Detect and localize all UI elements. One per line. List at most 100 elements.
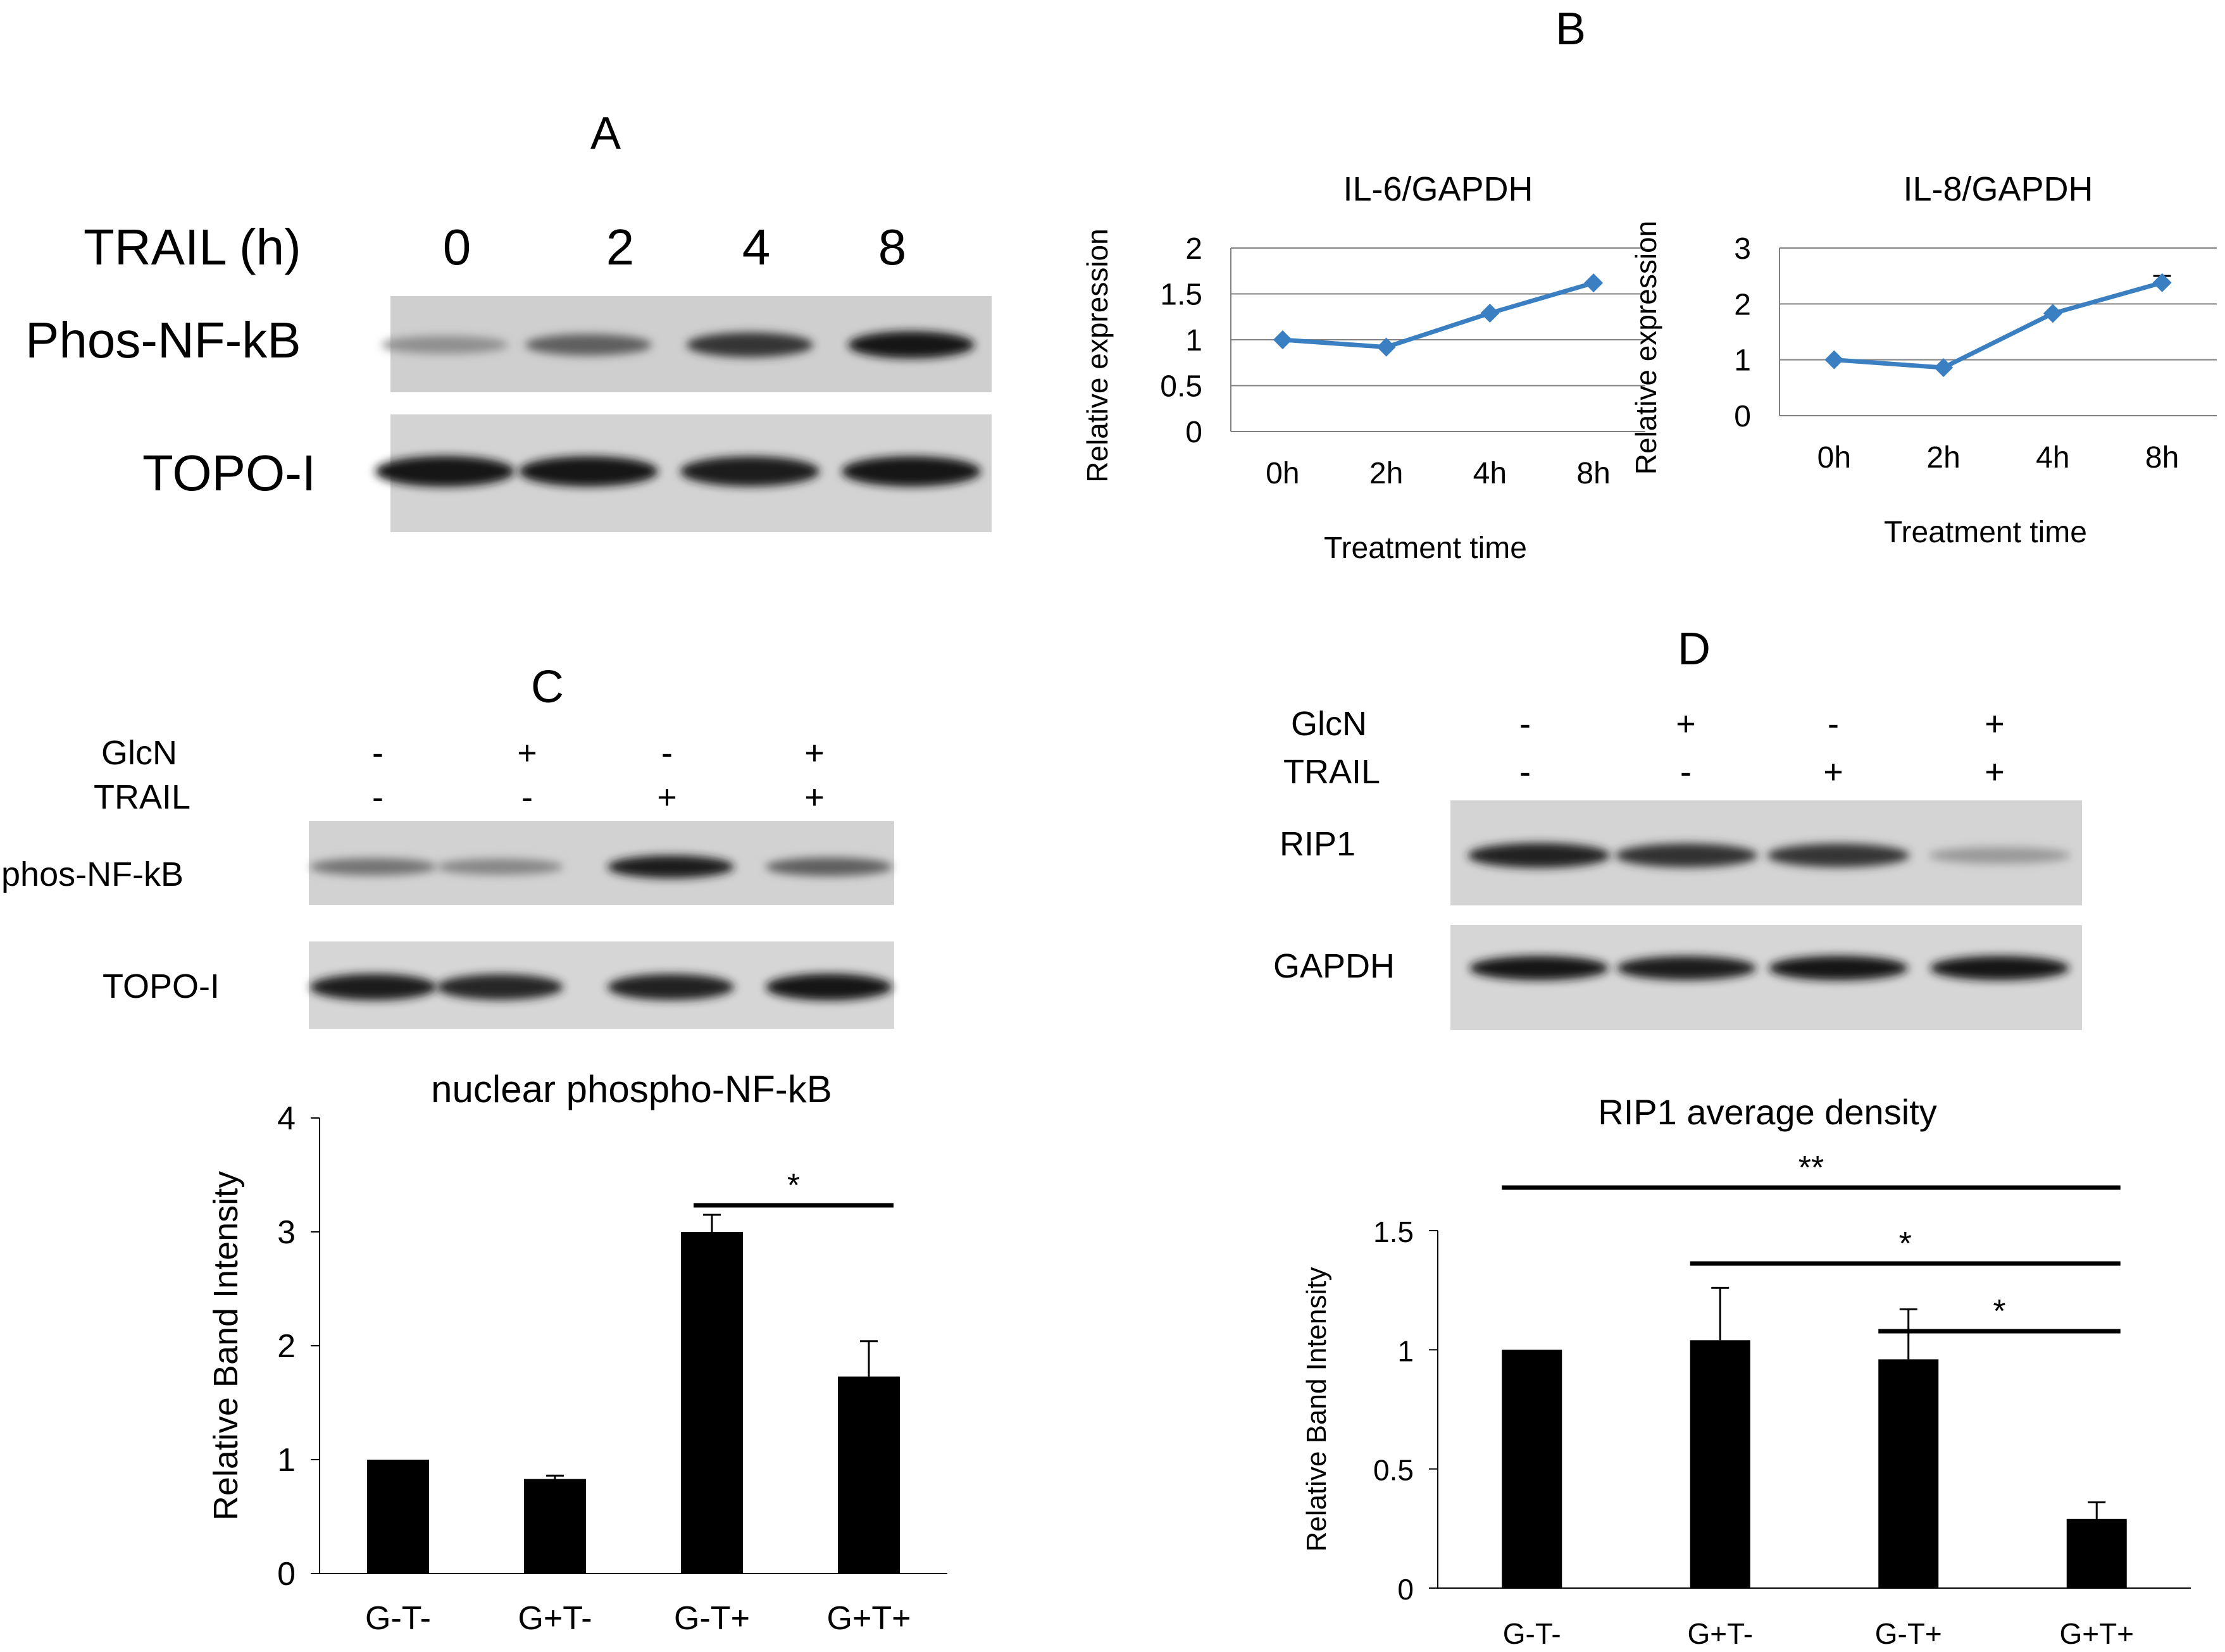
rip1-bar-chart-title: RIP1 average density — [1598, 1092, 1936, 1132]
d-trail-sign-4: + — [1985, 753, 2005, 791]
time-label-0: 0 — [443, 219, 471, 275]
rip1-bar-chart-ytick-3: 1 — [1397, 1334, 1414, 1367]
nfkb-bar-chart-xtick-3: G-T+ — [674, 1600, 750, 1637]
d-trail-sign-3: + — [1823, 753, 1843, 791]
rip1-bar-chart-bar-2 — [1690, 1340, 1750, 1588]
il6-chart-xtick-1: 0h — [1266, 457, 1299, 490]
rip1-bar-chart-ylabel: Relative Band Intensity — [1301, 1267, 1332, 1551]
nfkb-bar-chart-title: nuclear phospho-NF-kB — [431, 1068, 832, 1110]
nfkb-bar-chart-ylabel: Relative Band Intensity — [207, 1171, 245, 1520]
time-label-8: 8 — [878, 219, 907, 275]
il6-chart-xlabel: Treatment time — [1324, 531, 1527, 565]
rip1-bar-chart-bar-4 — [2066, 1518, 2127, 1588]
c-glcn-sign-2: + — [517, 734, 537, 772]
blot-d-rip1-band-4 — [1928, 847, 2071, 864]
rip1-bar-chart-xtick-1: G-T- — [1503, 1617, 1561, 1650]
panel-d-letter: D — [1678, 624, 1711, 674]
d-row-label-rip1: RIP1 — [1280, 825, 1356, 863]
blot-c-topo-band-1 — [310, 974, 437, 1000]
il6-chart-ytick-5: 2 — [1185, 232, 1202, 266]
panel-d: D GlcN TRAIL - - + - - + + + RIP1 GAPDH RIP1 av… — [1273, 624, 2191, 1650]
il6-chart-point-2 — [1376, 337, 1396, 357]
c-row-label-topo-i: TOPO-I — [103, 967, 220, 1005]
panel-c: C GlcN TRAIL --+--+++ phos-NF-kB TOPO-I … — [1, 662, 947, 1637]
rip1-bar-chart-ytick-2: 0.5 — [1373, 1454, 1414, 1487]
il6-chart-ylabel: Relative expression — [1081, 228, 1114, 482]
panel-b-letter: B — [1555, 4, 1586, 54]
c-trail-label: TRAIL — [94, 778, 190, 816]
blot-d-gapdh-band-1 — [1469, 955, 1609, 981]
rip1-bar-chart-significance-label-1: ** — [1798, 1150, 1824, 1186]
il8-chart-xtick-2: 2h — [1926, 441, 1960, 475]
panel-a: A TRAIL (h) 0 2 4 8 Phos-NF-kB TOPO-I — [25, 108, 992, 532]
il6-chart-xtick-2: 2h — [1369, 457, 1403, 490]
d-glcn-sign-1: - — [1519, 705, 1531, 743]
time-label-2: 2 — [606, 219, 635, 275]
c-row-label-phos-nfkb: phos-NF-kB — [1, 855, 184, 893]
blot-a-topo-band-3 — [680, 456, 820, 487]
il8-chart-ylabel: Relative expression — [1630, 221, 1662, 475]
d-glcn-sign-2: + — [1676, 705, 1696, 743]
il6-chart-ytick-3: 1 — [1185, 324, 1202, 357]
rip1-bar-chart-significance-label-2: * — [1899, 1226, 1912, 1262]
il6-chart-ytick-4: 1.5 — [1160, 278, 1202, 312]
blot-c-topo-band-2 — [437, 974, 563, 1000]
d-row-label-gapdh: GAPDH — [1273, 947, 1395, 985]
il6-chart-point-1 — [1273, 330, 1292, 349]
d-trail-sign-1: - — [1519, 753, 1531, 791]
blot-c-phos-band-4 — [766, 857, 892, 876]
il6-chart-xtick-4: 8h — [1576, 457, 1610, 490]
nfkb-bar-chart-ytick-3: 2 — [277, 1328, 296, 1365]
nfkb-bar-chart-bar-3 — [681, 1232, 743, 1574]
il6-chart-point-3 — [1480, 303, 1500, 323]
nfkb-bar-chart-bar-1 — [367, 1460, 429, 1574]
il8-chart-point-2 — [1934, 358, 1954, 378]
rip1-bar-chart-xtick-2: G+T- — [1687, 1617, 1753, 1650]
panel-c-letter: C — [531, 662, 564, 712]
il6-chart-series-line — [1282, 280, 1595, 350]
blot-d-gapdh-band-2 — [1617, 956, 1756, 980]
blot-a-topo-band-2 — [519, 456, 658, 487]
rip1-bar-chart-xtick-4: G+T+ — [2059, 1617, 2134, 1650]
blot-a-phos-band-4 — [848, 331, 975, 359]
il8-chart-series-line — [1834, 280, 2163, 370]
d-trail-label: TRAIL — [1283, 753, 1380, 791]
time-label-4: 4 — [742, 219, 771, 275]
c-trail-sign-4: + — [804, 778, 825, 816]
rip1-bar-chart-ytick-1: 0 — [1397, 1573, 1414, 1606]
il8-chart-ytick-4: 3 — [1734, 232, 1751, 266]
d-glcn-label: GlcN — [1291, 705, 1367, 743]
c-trail-sign-2: - — [521, 778, 533, 816]
row-label-phos-nfkb: Phos-NF-kB — [25, 312, 301, 368]
blot-a-phos-band-2 — [525, 333, 652, 356]
nfkb-bar-chart-bar-4 — [838, 1376, 900, 1574]
blot-c-phos-band-1 — [310, 858, 437, 876]
trail-time-label: TRAIL (h) — [84, 219, 301, 275]
il6-chart-ytick-2: 0.5 — [1160, 370, 1202, 404]
nfkb-bar-chart-xtick-2: G+T- — [518, 1600, 592, 1637]
blot-a-phos-band-1 — [382, 335, 508, 354]
il8-chart-ytick-1: 0 — [1734, 400, 1751, 433]
c-trail-sign-3: + — [657, 778, 677, 816]
il8-chart-xtick-3: 4h — [2036, 441, 2069, 475]
nfkb-bar-chart-xtick-1: G-T- — [365, 1600, 431, 1637]
il8-chart-ytick-2: 1 — [1734, 344, 1751, 378]
c-glcn-sign-1: - — [372, 734, 383, 772]
il8-chart-point-4 — [2152, 273, 2172, 292]
rip1-bar-chart-ytick-4: 1.5 — [1373, 1215, 1414, 1248]
nfkb-bar-chart-ytick-2: 1 — [277, 1442, 296, 1479]
il8-chart-xtick-4: 8h — [2145, 441, 2179, 475]
nfkb-bar-chart-ytick-5: 4 — [277, 1100, 296, 1137]
d-glcn-sign-3: - — [1828, 705, 1839, 743]
il6-chart-xtick-3: 4h — [1473, 457, 1507, 490]
nfkb-bar-chart-ytick-4: 3 — [277, 1214, 296, 1251]
panel-b: B IL-6/GAPDH 0 0.5 1 1.5 2 0h 2h 4h 8h Treatment t… — [1081, 4, 2217, 565]
rip1-bar-chart-significance-label-3: * — [1993, 1293, 2005, 1330]
c-trail-sign-1: - — [372, 778, 383, 816]
rip1-bar-chart-bar-3 — [1878, 1359, 1939, 1588]
c-glcn-sign-4: + — [804, 734, 825, 772]
blot-a-topo-band-4 — [842, 456, 981, 487]
blot-a-topo-band-1 — [375, 456, 514, 487]
rip1-bar-chart-xtick-3: G-T+ — [1875, 1617, 1942, 1650]
d-glcn-sign-4: + — [1985, 705, 2005, 743]
